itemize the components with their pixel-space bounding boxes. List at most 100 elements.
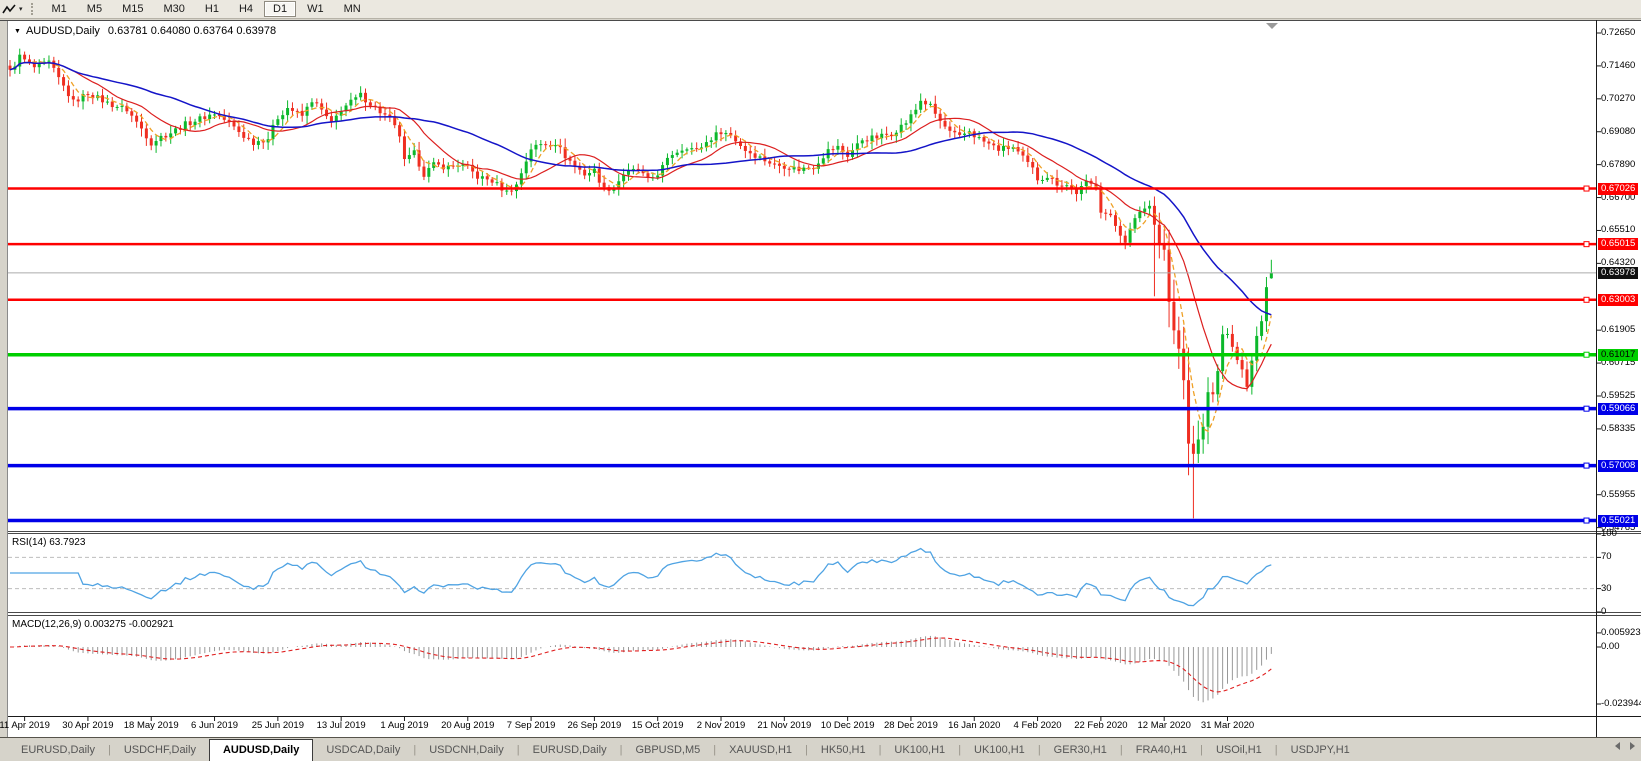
date-tick-label: 6 Jun 2019	[191, 720, 239, 731]
date-tick-label: 28 Dec 2019	[884, 720, 938, 731]
macd-tick-0.005923: 0.005923	[1601, 626, 1641, 638]
chart-tab-AUDUSD-Daily[interactable]: AUDUSD,Daily	[208, 739, 314, 761]
macd-indicator-label: MACD(12,26,9) 0.003275 -0.002921	[12, 619, 174, 630]
rsi-tick-70: 70	[1601, 551, 1612, 563]
date-tick-label: 15 Oct 2019	[631, 720, 684, 731]
chart-tab-GER30-H1[interactable]: GER30,H1	[1053, 744, 1107, 756]
tab-scroll-arrows	[1615, 742, 1635, 750]
chart-title: ▼ AUDUSD,Daily 0.63781 0.64080 0.63764 0.6…	[14, 25, 276, 37]
chart-tab-FRA40-H1[interactable]: FRA40,H1	[1135, 744, 1188, 756]
price-tick-0.72650: 0.72650	[1601, 27, 1636, 38]
chart-tab-EURUSD-Daily[interactable]: EURUSD,Daily	[21, 744, 95, 756]
chart-tab-USDCAD-Daily[interactable]: USDCAD,Daily	[326, 744, 401, 756]
window-left-gutter	[0, 21, 8, 737]
rsi-line	[10, 547, 1272, 607]
level-badge-0.67026: 0.67026	[1598, 182, 1639, 195]
tab-separator: |	[413, 744, 417, 756]
price-tick-0.55955: 0.55955	[1601, 488, 1636, 500]
timeframe-button-D1[interactable]: D1	[264, 1, 297, 17]
tab-separator: |	[619, 744, 623, 756]
level-badge-0.59066: 0.59066	[1598, 402, 1639, 415]
chart-tab-USDCNH-Daily[interactable]: USDCNH,Daily	[429, 744, 504, 756]
price-tick-0.67890: 0.67890	[1601, 158, 1636, 170]
level-lines	[8, 23, 1596, 524]
price-tick-0.61905: 0.61905	[1601, 324, 1636, 336]
timeframe-button-H4[interactable]: H4	[238, 3, 254, 15]
ma-5-line	[9, 60, 1272, 433]
chart-tab-UK100-H1[interactable]: UK100,H1	[894, 744, 946, 756]
ohlc-values: 0.63781 0.64080 0.63764 0.63978	[107, 25, 277, 37]
macd-pane	[10, 635, 1272, 703]
ma-34-line	[9, 61, 1272, 316]
price-tick-0.60715: 0.60715	[1601, 357, 1636, 369]
price-tick-0.65510: 0.65510	[1601, 224, 1636, 236]
timeframe-button-H1[interactable]: H1	[204, 3, 219, 15]
dropdown-caret-icon: ▾	[19, 6, 23, 13]
level-badge-0.65015: 0.65015	[1598, 238, 1639, 251]
date-tick-label: 13 Jul 2019	[316, 720, 366, 731]
date-tick-label: 7 Sep 2019	[506, 720, 556, 731]
rsi-pane	[8, 547, 1596, 607]
chart-tab-USOil-H1[interactable]: USOil,H1	[1215, 744, 1262, 756]
toolbar-gap	[0, 18, 1641, 21]
chart-tab-EURUSD-Daily[interactable]: EURUSD,Daily	[532, 744, 607, 756]
level-badge-0.63003: 0.63003	[1598, 293, 1639, 306]
current-price-badge: 0.63978	[1598, 266, 1639, 279]
timeframe-button-M30[interactable]: M30	[163, 3, 185, 15]
timeframe-button-W1[interactable]: W1	[307, 3, 324, 15]
chart-tab-bar: EURUSD,Daily | USDCHF,Daily AUDUSD,Daily USD…	[0, 737, 1641, 761]
pane-borders	[0, 20, 1641, 737]
chart-tab-GBPUSD-M5[interactable]: GBPUSD,M5	[635, 744, 701, 756]
tab-separator: |	[1200, 744, 1203, 756]
timeframe-buttons: M1 M5 M15 M30 H1 H4 D1 W1 MN	[42, 1, 371, 17]
date-tick-label: 11 Apr 2019	[0, 720, 50, 731]
date-tick-label: 4 Feb 2020	[1013, 720, 1062, 731]
date-tick-label: 1 Aug 2019	[380, 720, 429, 731]
tab-separator: |	[1274, 744, 1278, 756]
timeframe-button-M1[interactable]: M1	[51, 3, 67, 15]
chart-tab-HK50-H1[interactable]: HK50,H1	[820, 744, 866, 756]
date-tick-label: 25 Jun 2019	[251, 720, 304, 731]
collapse-triangle-icon[interactable]: ▼	[14, 28, 21, 35]
level-badge-0.61017: 0.61017	[1598, 348, 1639, 361]
date-tick-label: 31 Mar 2020	[1200, 720, 1255, 731]
rsi-tick-30: 30	[1601, 582, 1612, 594]
chart-cursor-icon[interactable]: ▾	[0, 1, 27, 17]
date-tick-label: 12 Mar 2020	[1137, 720, 1191, 731]
chart-tab-USDJPY-H1[interactable]: USDJPY,H1	[1290, 744, 1350, 756]
scroll-tabs-left-icon[interactable]	[1615, 742, 1620, 750]
price-tick-0.58335: 0.58335	[1601, 422, 1636, 434]
price-tick-0.59525: 0.59525	[1601, 389, 1636, 401]
date-tick-label: 22 Feb 2020	[1074, 720, 1128, 731]
tab-separator: |	[878, 744, 882, 756]
timeframe-button-M15[interactable]: M15	[122, 3, 144, 15]
tab-separator: |	[805, 744, 808, 756]
chart-tab-UK100-H1[interactable]: UK100,H1	[974, 744, 1025, 756]
level-badge-0.55021: 0.55021	[1598, 514, 1639, 527]
price-tick-0.70270: 0.70270	[1601, 92, 1636, 104]
date-tick-label: 18 May 2019	[123, 720, 179, 731]
date-tick-label: 21 Nov 2019	[757, 720, 812, 731]
tab-separator: |	[107, 744, 111, 756]
date-tick-label: 16 Jan 2020	[948, 720, 1001, 731]
tab-separator: |	[713, 744, 717, 756]
chart-tab-USDCHF-Daily[interactable]: USDCHF,Daily	[123, 744, 196, 756]
tab-separator: |	[1037, 744, 1041, 756]
date-tick-label: 10 Dec 2019	[820, 720, 875, 731]
rsi-indicator-label: RSI(14) 63.7923	[12, 537, 86, 548]
timeframe-button-M5[interactable]: M5	[86, 3, 103, 15]
scroll-tabs-right-icon[interactable]	[1630, 742, 1635, 750]
toolbar-grip[interactable]	[30, 3, 36, 15]
level-badge-0.57008: 0.57008	[1598, 459, 1639, 472]
chart-tab-XAUUSD-H1[interactable]: XAUUSD,H1	[729, 744, 793, 756]
price-tick-0.69080: 0.69080	[1601, 125, 1636, 137]
timeframe-button-MN[interactable]: MN	[343, 3, 361, 15]
date-tick-label: 2 Nov 2019	[696, 720, 746, 731]
tab-separator: |	[958, 744, 962, 756]
tab-separator: |	[1119, 744, 1123, 756]
price-tick-0.54765: 0.54765	[1601, 521, 1636, 533]
date-tick-label: 20 Aug 2019	[441, 720, 495, 731]
rsi-tick-100: 100	[1601, 528, 1617, 539]
